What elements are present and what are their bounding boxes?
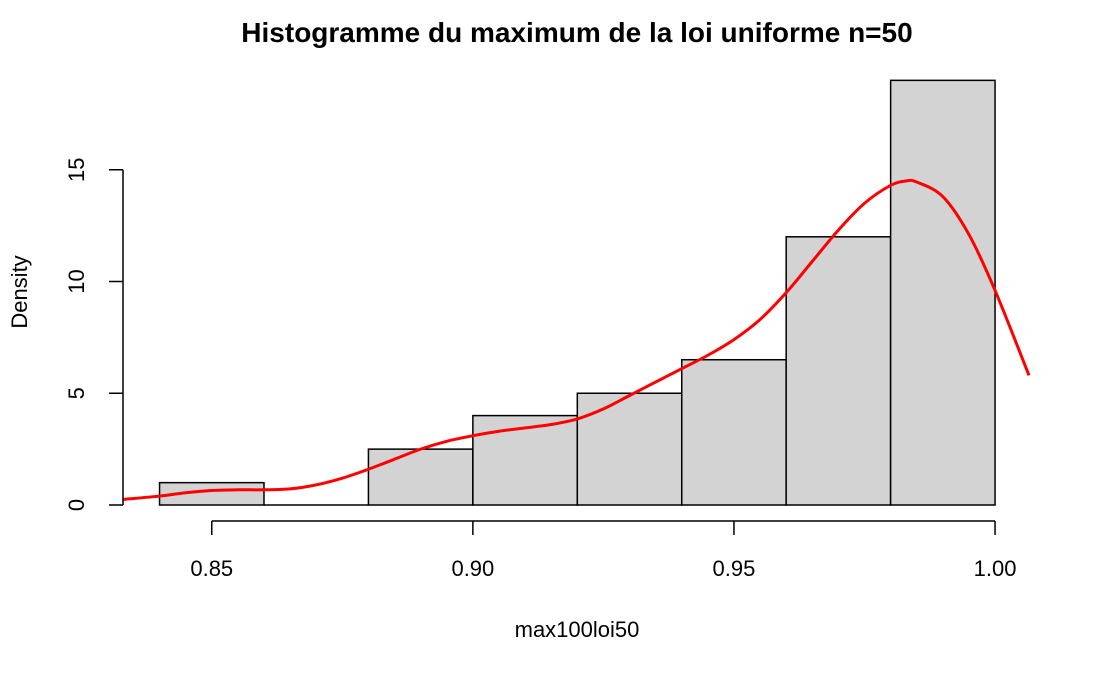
histogram-bar: [472, 414, 579, 506]
y-axis: 0 5 10 15: [64, 158, 124, 511]
histogram-bar: [576, 392, 683, 506]
y-tick-label: 0: [64, 499, 89, 511]
y-tick-label: 10: [64, 269, 89, 293]
density-curve-layer: [122, 178, 1031, 501]
histogram-bar: [785, 236, 892, 506]
x-tick-label: 0.90: [451, 556, 494, 581]
histogram-bar: [158, 481, 265, 506]
x-tick-label: 0.85: [190, 556, 233, 581]
x-tick-label: 1.00: [974, 556, 1017, 581]
x-axis-label: max100loi50: [515, 617, 640, 642]
x-axis: 0.85 0.90 0.95 1.00: [190, 520, 1017, 581]
histogram-bar: [889, 79, 996, 506]
y-tick-label: 15: [64, 158, 89, 182]
y-axis-label: Density: [7, 255, 32, 328]
density-curve: [122, 178, 1031, 501]
histogram-bar: [367, 448, 474, 506]
histogram-bar: [680, 358, 787, 506]
y-tick-label: 5: [64, 387, 89, 399]
chart-title: Histogramme du maximum de la loi uniform…: [241, 17, 912, 48]
histogram-bars: [158, 79, 996, 506]
x-tick-label: 0.95: [713, 556, 756, 581]
